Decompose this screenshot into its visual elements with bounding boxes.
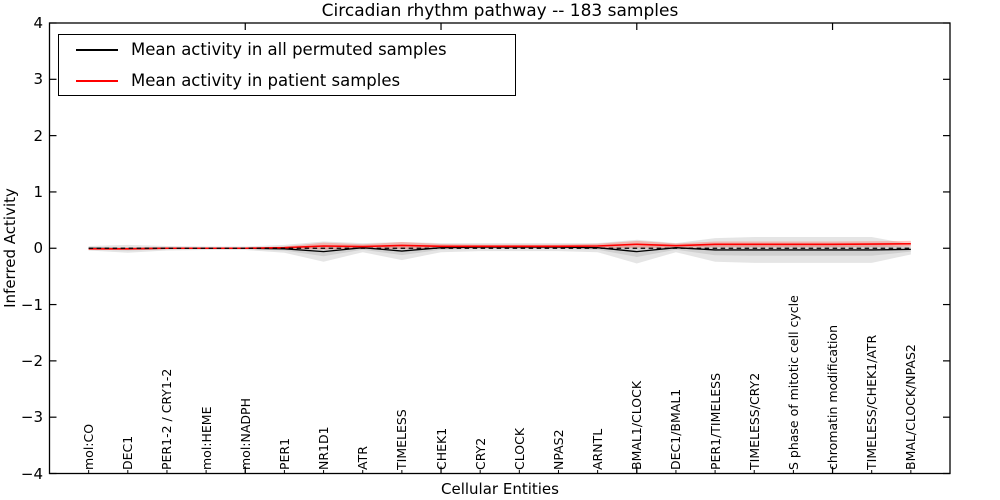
x-tick-label: BMAL/CLOCK/NPAS2	[903, 344, 919, 470]
y-tick-label: 3	[33, 70, 43, 89]
legend-label-patient: Mean activity in patient samples	[131, 71, 401, 90]
x-tick-label: CHEK1	[433, 427, 449, 470]
x-tick-label: CRY2	[472, 437, 488, 470]
y-tick-label: 1	[33, 182, 43, 201]
x-tick-label: mol:CO	[81, 423, 97, 470]
x-tick-label: PER1/TIMELESS	[707, 372, 723, 470]
x-tick-label: NPAS2	[550, 429, 566, 470]
y-tick-label: 0	[33, 239, 43, 258]
x-axis-label: Cellular Entities	[441, 480, 559, 498]
x-tick-label: PER1	[276, 437, 292, 470]
x-tick-label: mol:HEME	[198, 406, 214, 471]
x-tick-label: chromatin modification	[825, 325, 841, 470]
legend-item-permuted: Mean activity in all permuted samples	[59, 36, 515, 63]
legend-item-patient: Mean activity in patient samples	[59, 67, 515, 94]
y-tick-label: 4	[33, 14, 43, 32]
legend-line-patient-swatch	[76, 79, 118, 82]
y-tick-label: −1	[20, 295, 43, 314]
x-tick-label: mol:NADPH	[237, 398, 253, 470]
permuted-band-outer	[88, 236, 911, 264]
chart-title: Circadian rhythm pathway -- 183 samples	[321, 1, 679, 21]
legend-line-permuted-swatch	[76, 48, 118, 51]
y-tick-label: −4	[20, 464, 43, 483]
x-tick-label: NR1D1	[316, 426, 332, 470]
x-tick-label: CLOCK	[511, 427, 527, 470]
x-tick-label: TIMELESS/CRY2	[746, 372, 762, 470]
legend: Mean activity in all permuted samples Me…	[58, 34, 516, 96]
x-tick-label: TIMELESS/CHEK1/ATR	[864, 334, 880, 470]
y-tick-label: −2	[20, 351, 43, 370]
x-tick-label: ATR	[355, 446, 371, 470]
x-tick-label: S phase of mitotic cell cycle	[785, 295, 801, 470]
y-tick-label: 2	[33, 126, 43, 145]
x-tick-label: TIMELESS	[394, 409, 410, 470]
x-tick-label: BMAL1/CLOCK	[629, 380, 645, 470]
x-tick-label: ARNTL	[590, 428, 606, 470]
legend-label-permuted: Mean activity in all permuted samples	[131, 40, 447, 59]
x-tick-label: DEC1/BMAL1	[668, 388, 684, 470]
x-tick-label: PER1-2 / CRY1-2	[159, 368, 175, 470]
y-tick-label: −3	[20, 408, 43, 427]
x-tick-label: DEC1	[120, 435, 136, 470]
